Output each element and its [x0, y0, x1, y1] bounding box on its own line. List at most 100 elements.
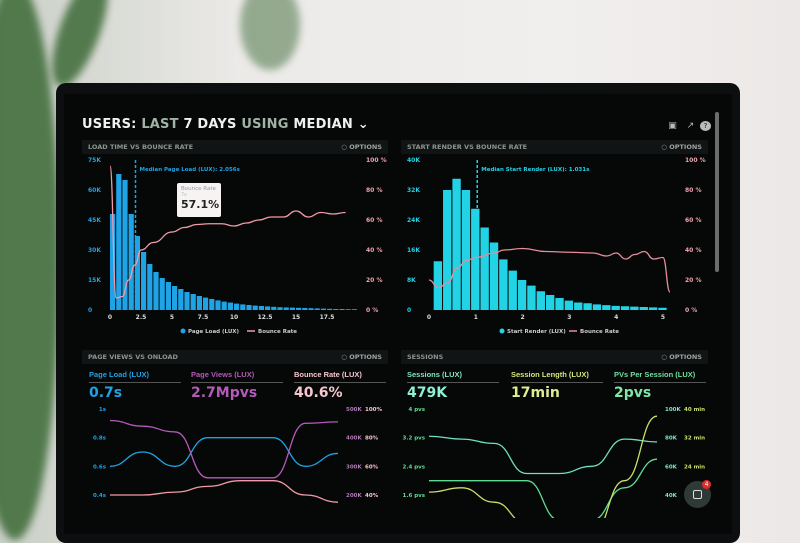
y-tick-left: 1.6 pvs: [403, 493, 426, 499]
panel-title: SESSIONS: [407, 353, 444, 361]
bar: [178, 289, 184, 310]
y-tick-right: 80%: [365, 436, 379, 442]
start-render-chart: 0 8K 16K 24K 32K 40K 0 % 20 % 40 % 60 % 80 % 100 % 0…: [407, 157, 706, 335]
y-tick-left: 0.8s: [93, 436, 107, 442]
x-tick: 5: [170, 314, 174, 321]
chevron-down-icon[interactable]: ⌄: [357, 117, 369, 132]
bar: [545, 295, 555, 310]
panel-header-start-render: START RENDER VS BOUNCE RATE ○ OPTIONS: [401, 140, 708, 154]
bar: [289, 307, 295, 310]
bar: [110, 214, 116, 310]
y-tick-right: 40K: [665, 493, 678, 499]
kpi-label-pvs-per-session: PVs Per Session (LUX): [614, 370, 706, 383]
options-label: OPTIONS: [669, 353, 702, 361]
options-button[interactable]: ○ OPTIONS: [661, 143, 702, 151]
y-tick-right: 60 %: [366, 217, 382, 224]
panel-header-sessions: SESSIONS ○ OPTIONS: [401, 350, 708, 364]
bar: [333, 309, 339, 310]
x-tick: 5: [661, 314, 665, 321]
y-tick-left: 0: [407, 307, 411, 314]
y-tick-right: 80 %: [685, 187, 701, 194]
x-tick: 0: [427, 314, 431, 321]
kpi-label-page-load: Page Load (LUX): [89, 370, 181, 383]
monitor-icon[interactable]: ▣: [668, 121, 677, 131]
panel-header-load-time: LOAD TIME VS BOUNCE RATE ○ OPTIONS: [82, 140, 388, 154]
tooltip-value: 57.1%: [181, 198, 220, 211]
y-tick-right: 80 %: [366, 187, 382, 194]
bar: [639, 307, 648, 310]
bar: [471, 208, 480, 310]
title-prefix: USERS:: [82, 117, 137, 132]
bar: [184, 292, 190, 310]
bar: [190, 294, 196, 310]
y-tick-left: 15K: [88, 277, 101, 284]
y-tick-right: 300K: [346, 464, 362, 470]
y-tick-left: 16K: [407, 247, 420, 254]
plant-leaf: [0, 0, 60, 540]
y-tick-left: 0: [88, 307, 92, 314]
bar: [246, 305, 252, 310]
share-icon[interactable]: ↗: [686, 121, 695, 131]
bar: [433, 261, 443, 310]
kpi-value-page-load: 0.7s: [89, 385, 123, 401]
y-tick-left: 30K: [88, 247, 101, 254]
bar: [327, 308, 333, 310]
bar: [314, 308, 320, 310]
bar: [536, 291, 545, 310]
y-tick-left: 0.4s: [93, 493, 107, 499]
bar: [122, 180, 128, 310]
bar: [517, 280, 527, 310]
y-tick-right: 20 %: [366, 277, 382, 284]
median-label: Median Start Render (LUX): 1.031s: [481, 167, 590, 173]
x-tick: 7.5: [198, 314, 209, 321]
help-icon[interactable]: ?: [700, 121, 711, 131]
options-button[interactable]: ○ OPTIONS: [661, 353, 702, 361]
bar: [480, 227, 489, 310]
options-button[interactable]: ○ OPTIONS: [341, 143, 382, 151]
y-tick-right: 40 min: [684, 407, 705, 413]
bar: [128, 214, 134, 310]
bar: [153, 272, 159, 310]
title-text: LAST: [141, 117, 179, 132]
tooltip-label: Bounce Rate: [181, 186, 216, 192]
options-label: OPTIONS: [349, 143, 382, 151]
tooltip-sub: 7s: [181, 192, 187, 198]
options-label: OPTIONS: [669, 143, 702, 151]
tooltip: Bounce Rate 7s 57.1%: [177, 183, 221, 217]
x-tick: 0: [108, 314, 112, 321]
bar: [592, 304, 602, 310]
series-line: [428, 458, 658, 518]
bar: [527, 285, 536, 310]
x-tick: 1: [474, 314, 478, 321]
bar: [209, 299, 215, 310]
y-tick-right: 24 min: [684, 464, 705, 470]
options-button[interactable]: ○ OPTIONS: [341, 353, 382, 361]
bar: [302, 308, 308, 310]
y-tick-right: 60 %: [685, 217, 701, 224]
sessions-chart: 4 pvs 3.2 pvs 2.4 pvs 1.6 pvs 100K 40 min 80K 3…: [403, 407, 705, 518]
panel-title: PAGE VIEWS VS ONLOAD: [88, 353, 178, 361]
x-tick: 3: [567, 314, 571, 321]
y-tick-right: 40 %: [685, 247, 701, 254]
series-line: [109, 419, 339, 479]
notification-badge: 4: [702, 480, 711, 489]
bar: [620, 306, 630, 310]
options-label: OPTIONS: [349, 353, 382, 361]
page-title[interactable]: USERS: LAST 7 DAYS USING MEDIAN ⌄: [82, 117, 369, 132]
bounce-rate-line: [109, 165, 346, 299]
bar: [489, 242, 499, 310]
bar: [499, 259, 508, 310]
y-tick-right: 60K: [665, 464, 678, 470]
legend-label: Bounce Rate: [580, 329, 619, 335]
x-tick: 15: [292, 314, 300, 321]
bar: [555, 298, 564, 310]
bar: [583, 303, 592, 310]
scrollbar[interactable]: [715, 112, 719, 272]
y-tick-left: 24K: [407, 217, 420, 224]
bar: [452, 178, 461, 310]
x-tick: 2.5: [136, 314, 147, 321]
bar: [265, 306, 271, 310]
y-tick-left: 2.4 pvs: [403, 464, 426, 470]
bar: [277, 307, 283, 310]
kpi-value-pvs-per-session: 2pvs: [614, 385, 652, 401]
